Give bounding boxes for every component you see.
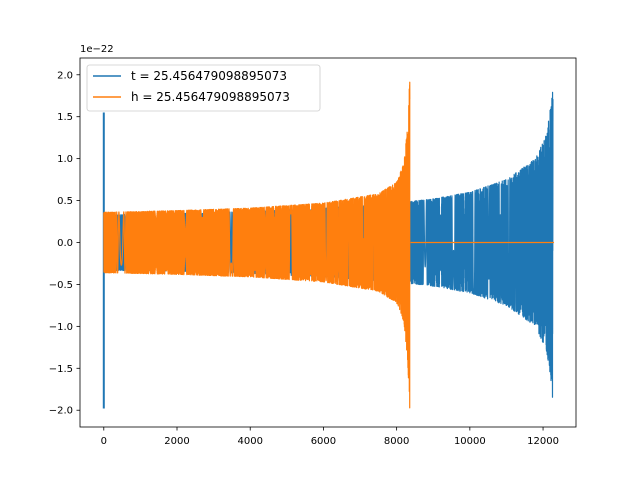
- y-axis: −2.0 −1.5 −1.0 −0.5 0.0 0.5 1.0 1.5 2.0: [49, 70, 80, 417]
- x-tick-label: 2000: [164, 436, 189, 447]
- y-tick-label: −2.0: [49, 406, 73, 417]
- y-tick-label: 2.0: [57, 70, 73, 81]
- legend-label: h = 25.456479098895073: [131, 90, 290, 104]
- x-tick-label: 6000: [311, 436, 336, 447]
- y-tick-label: 1.0: [57, 154, 73, 165]
- y-tick-label: −1.5: [49, 364, 73, 375]
- x-tick-label: 12000: [527, 436, 559, 447]
- x-axis: 0 2000 4000 6000 8000 10000 12000: [101, 427, 559, 447]
- y-tick-label: −0.5: [49, 280, 73, 291]
- legend-label: t = 25.456479098895073: [131, 69, 287, 83]
- legend-box: [86, 64, 321, 112]
- series-layer: [102, 81, 555, 409]
- y-tick-label: 1.5: [57, 112, 73, 123]
- x-tick-label: 0: [101, 436, 107, 447]
- y-tick-label: 0.5: [57, 196, 73, 207]
- legend: t = 25.456479098895073 h = 25.45647909889…: [86, 64, 321, 112]
- y-tick-label: −1.0: [49, 322, 73, 333]
- x-tick-label: 8000: [384, 436, 409, 447]
- x-tick-label: 4000: [237, 436, 262, 447]
- series-line-h: [103, 81, 555, 409]
- y-offset-text: 1e−22: [80, 44, 114, 55]
- y-tick-label: 0.0: [57, 238, 73, 249]
- x-tick-label: 10000: [454, 436, 486, 447]
